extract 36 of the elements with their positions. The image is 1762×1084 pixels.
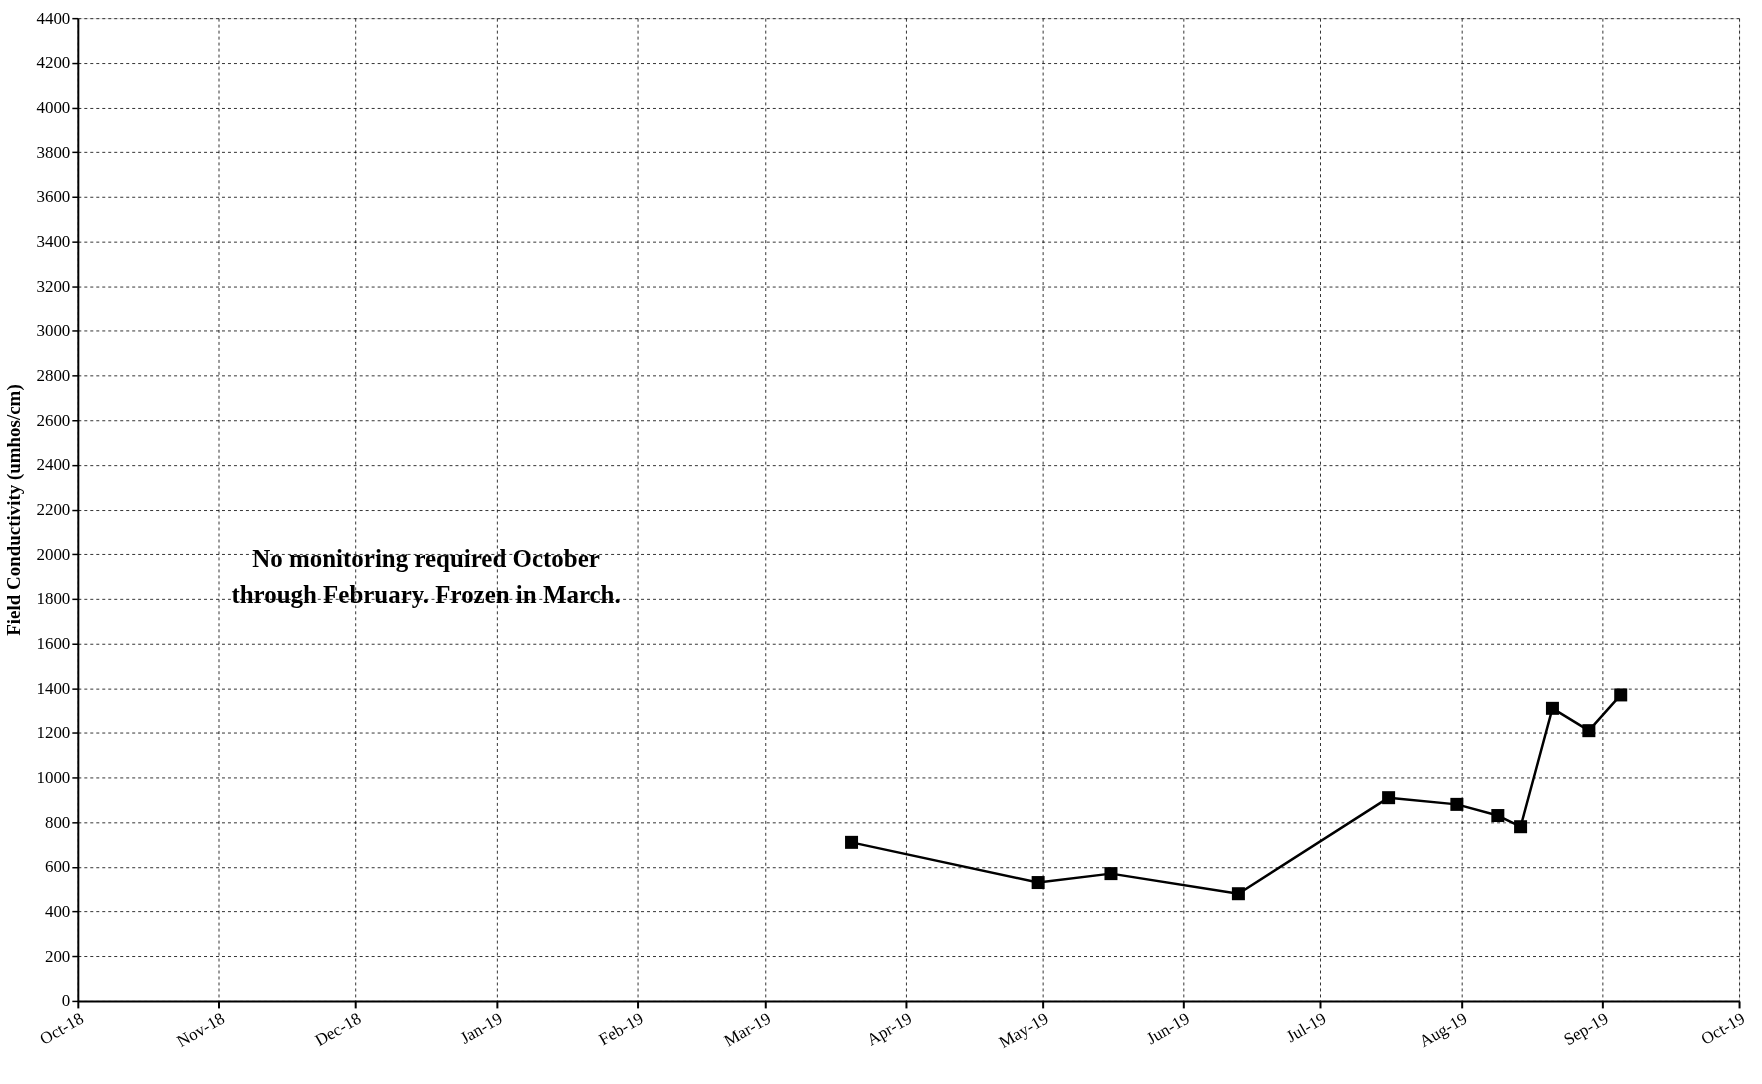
y-tick-label: 4000: [36, 97, 71, 117]
y-tick-label: 400: [44, 902, 71, 922]
point: [1545, 701, 1559, 715]
point: [1104, 867, 1118, 881]
point: [1614, 688, 1628, 702]
y-tick-label: 2800: [36, 366, 71, 386]
point: [1031, 876, 1045, 890]
y-tick-label: 3000: [36, 321, 71, 341]
y-tick-label: 3600: [36, 187, 71, 207]
y-tick-label: 1600: [36, 634, 71, 654]
y-tick-label: 200: [44, 946, 71, 966]
y-tick-label: 2000: [36, 544, 71, 564]
y-tick-label: 3800: [36, 142, 71, 162]
y-tick-label: 2400: [36, 455, 71, 475]
y-tick-label: 3200: [36, 276, 71, 296]
y-tick-label: 600: [44, 857, 71, 877]
point: [1450, 797, 1464, 811]
point: [1582, 724, 1596, 738]
y-axis-title: Field Conductivity (umhos/cm): [3, 384, 26, 636]
point: [1382, 791, 1396, 805]
point: [1231, 887, 1245, 901]
point: [1491, 809, 1505, 823]
y-tick-label: 3400: [36, 232, 71, 251]
point: [1514, 820, 1528, 834]
y-tick-label: 1000: [36, 768, 71, 788]
y-tick-label: 1200: [36, 723, 71, 743]
y-tick-label: 800: [44, 812, 71, 832]
annotation: No monitoring required October through February. Frozen in March.: [231, 545, 621, 609]
y-tick-label: 1400: [36, 678, 71, 698]
y-tick-label: 1800: [36, 589, 71, 609]
y-tick-label: 0: [61, 991, 71, 1011]
y-tick-label: 4200: [36, 53, 71, 73]
point: [845, 835, 859, 849]
y-tick-label: 2600: [36, 410, 71, 430]
y-tick-label: 2200: [36, 500, 71, 520]
y-tick-label: 4400: [36, 8, 71, 28]
